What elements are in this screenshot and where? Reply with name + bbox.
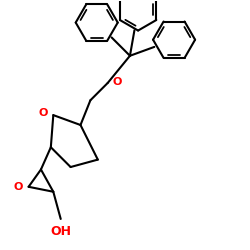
Text: OH: OH <box>50 225 71 238</box>
Text: O: O <box>112 77 122 87</box>
Text: O: O <box>38 108 48 118</box>
Text: O: O <box>14 182 23 192</box>
